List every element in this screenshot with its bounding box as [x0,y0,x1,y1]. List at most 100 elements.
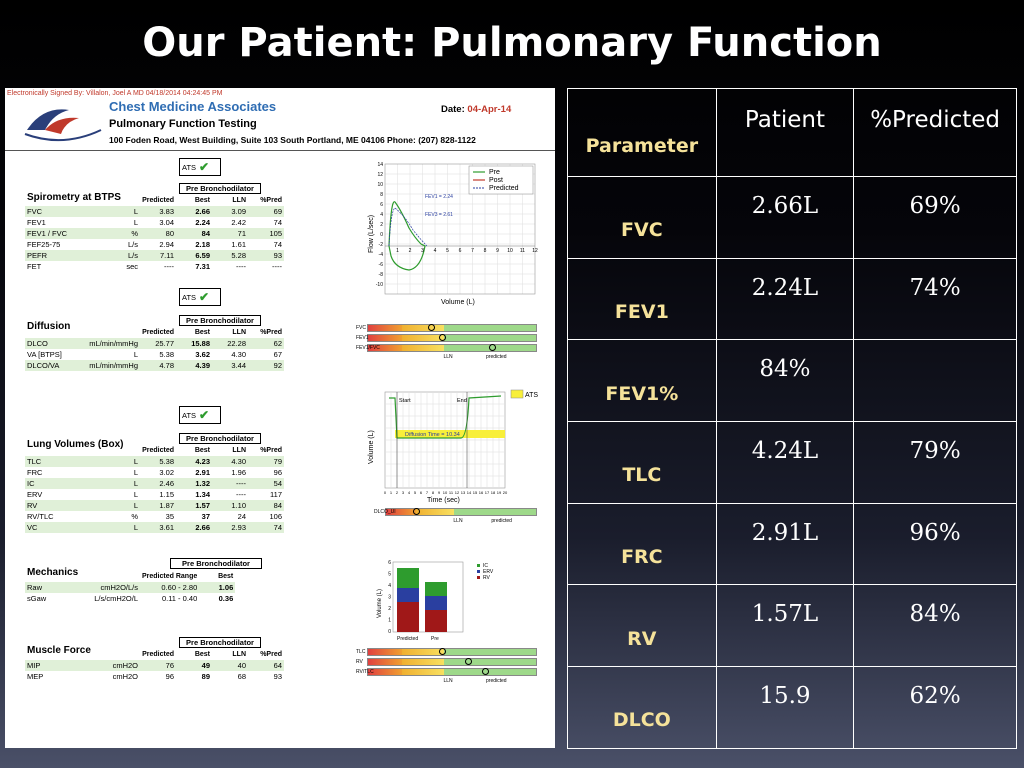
cell-pct: 74 [248,522,284,533]
ats-badge: ATS ✔ [179,406,221,424]
table-row: FVC L 3.83 2.66 3.09 69 [25,206,284,217]
zone-label: FEV1/FVC [356,345,380,351]
fv-legend-pred: Predicted [489,185,519,192]
cell-unit: L/s [127,240,138,249]
bc-legend-ic: IC [483,563,488,569]
diffusion-title: Diffusion [27,321,71,332]
table-row: DLCO/VA mL/min/mmHg 4.78 4.39 3.44 92 [25,360,284,371]
dept-name: Pulmonary Function Testing [109,118,257,130]
x-tick-label: 4 [408,490,411,495]
zone-marker [488,344,496,351]
volumes-title: Lung Volumes (Box) [27,439,124,450]
cell-lln: ---- [236,490,246,499]
cell-lln: 1.10 [212,500,248,511]
cell-unit: L/s/cmH2O/L [94,594,138,603]
x-tick-label: 8 [432,490,435,495]
x-tick-label: 10 [507,248,513,254]
result-predicted: 74% [853,257,1017,341]
dt-note: Diffusion Time = 10.34 [405,432,460,438]
cell-pct: 74 [273,240,282,249]
diff-zone-bars: DLCO_UI LLN predicted [374,508,537,526]
cell-lln: 1.61 [231,240,246,249]
spirometry-title: Spirometry at BTPS [27,192,121,203]
cell-unit: sec [126,262,138,271]
table-row: VA [BTPS] L 5.38 3.62 4.30 67 [25,349,284,360]
cell-name: Raw [25,582,85,593]
x-tick-label: 11 [520,248,525,254]
result-parameter: FRC [567,502,717,586]
cell-lln: 3.09 [212,206,248,217]
x-tick-label: 2 [396,490,399,495]
result-row: DLCO 15.9 62% [567,666,1017,749]
x-tick-label: 14 [467,490,472,495]
spiro-zone-bars: FVC FEV1 FEV1/FVC LLN predicted [356,324,537,362]
cell-unit: mL/min/mmHg [85,360,140,371]
pre-bronch-label: Pre Bronchodilator [179,315,261,326]
cell-predicted: 35 [165,512,174,521]
cell-range: 0.11 - 0.40 [161,594,198,603]
zone-label: DLCO_UI [374,509,396,515]
cell-pct: 79 [248,456,284,467]
cell-predicted: 2.94 [159,240,174,249]
y-tick-label: 4 [380,212,383,218]
cell-name: MEP [27,672,44,681]
y-tick-label: 0 [380,232,383,238]
cell-best: 1.57 [176,500,212,511]
cell-lln: 4.30 [212,456,248,467]
dt-xlabel: Time (sec) [427,497,460,504]
cell-pct: 106 [269,512,282,521]
table-row: VC L 3.61 2.66 2.93 74 [25,522,284,533]
x-tick-label: 1 [396,248,399,254]
x-tick-label: 5 [446,248,449,254]
cell-pct: 96 [273,468,282,477]
cell-predicted: 3.61 [140,522,176,533]
cell-name: FVC [25,206,85,217]
mechanics-title: Mechanics [27,567,79,578]
result-predicted: 96% [853,502,1017,586]
zone-marker [413,508,420,515]
header-divider [5,150,555,151]
y-tick-label: 14 [377,162,383,168]
ats-badge: ATS ✔ [179,158,221,176]
pre-bronch-label: Pre Bronchodilator [179,433,261,444]
cell-best: 3.62 [195,350,210,359]
x-tick-label: 9 [438,490,441,495]
x-tick-label: 20 [503,490,508,495]
result-predicted [853,339,1017,423]
zone-marker [482,668,490,675]
cell-lln: 68 [237,672,246,681]
table-row: FEF25-75 L/s 2.94 2.18 1.61 74 [25,239,284,250]
cell-predicted: 5.38 [159,350,174,359]
check-icon: ✔ [199,160,210,174]
cell-predicted: 96 [165,672,174,681]
x-tick-label: 3 [421,248,424,254]
x-tick-label: 15 [473,490,478,495]
cell-predicted: 7.11 [140,250,176,261]
table-row: RV/TLC% 35 37 24 106 [25,511,284,522]
result-patient: 15.9 [715,666,855,749]
dt-end: End [457,398,467,404]
zone-bar: TLC [356,648,537,656]
fv-note2: FEV3 = 2.61 [425,212,453,218]
y-tick-label: 1 [388,618,391,624]
cell-lln: 2.42 [231,218,246,227]
cell-name: FET [27,262,42,271]
cell-unit: L [85,206,140,217]
result-parameter: FEV1 [567,257,717,341]
cell-name: FRC [27,468,43,477]
cell-predicted: 3.02 [159,468,174,477]
report-date: Date: 04-Apr-14 [441,104,512,115]
result-patient: 1.57L [715,584,855,668]
pre-bronch-label: Pre Bronchodilator [179,183,261,194]
cell-unit: L [85,522,140,533]
cell-name: MIP [25,660,85,671]
zone-bar: FEV1 [356,334,537,342]
x-tick-label: 11 [449,490,454,495]
zone-axis-predicted: predicted [486,354,507,360]
bc-cat-predicted: Predicted [397,636,418,642]
cell-best: 37 [201,512,210,521]
table-row: ERV L 1.15 1.34 ---- 117 [25,489,284,500]
x-tick-label: 10 [443,490,448,495]
result-row: TLC 4.24L 79% [567,421,1017,504]
